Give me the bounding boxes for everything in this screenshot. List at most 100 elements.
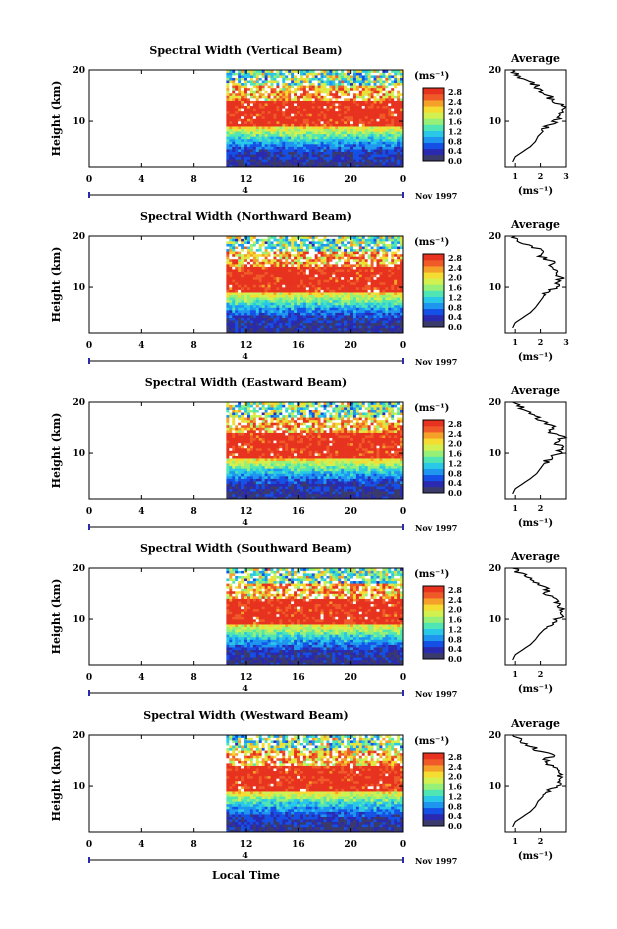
heatmap-cell [323,327,327,331]
heatmap-cell [255,113,260,117]
heatmap-cell [255,90,260,94]
heatmap-cell [267,108,271,112]
heatmap-cell [232,105,236,109]
heatmap-cell [397,248,401,252]
heatmap-cell [358,297,363,301]
heatmap-cell [341,154,345,158]
heatmap-cell [302,287,307,290]
heatmap-cell [329,113,333,117]
heatmap-cell [367,141,371,145]
heatmap-cell [335,276,339,280]
heatmap-cell [364,266,368,270]
heatmap-cell [276,103,280,107]
heatmap-cell [382,315,386,318]
heatmap-cell [241,253,245,257]
heatmap-cell [276,256,280,260]
heatmap-cell [238,258,242,262]
heatmap-cell [267,136,271,140]
heatmap-cell [241,126,245,130]
heatmap-cell [235,447,239,451]
heatmap-cell [267,87,271,91]
heatmap-cell [338,281,342,285]
heatmap-cell [361,113,366,117]
heatmap-cell [252,154,257,158]
heatmap-cell [394,330,398,334]
heatmap-cell [388,161,392,165]
heatmap-cell [382,123,386,127]
heatmap-cell [373,302,377,306]
colorbar-unit: (ms⁻¹) [414,237,449,248]
heatmap-cell [229,488,233,492]
heatmap-cell [320,271,324,275]
colorbar-swatch [423,308,444,316]
heatmap-cell [294,87,298,91]
heatmap-cell [299,161,304,165]
heatmap-cell [244,430,248,433]
heatmap-cell [270,325,274,329]
heatmap-cell [308,164,313,168]
heatmap-cell [238,146,242,150]
heatmap-cell [373,110,377,114]
heatmap-cell [311,77,315,81]
heatmap-cell [317,146,321,150]
heatmap-cell [308,327,313,331]
heatmap-cell [367,322,371,326]
heatmap-cell [352,95,357,99]
heatmap-cell [244,440,248,444]
heatmap-cell [299,256,304,260]
heatmap-cell [244,159,248,163]
heatmap-cell [238,460,242,464]
heatmap-cell [282,133,286,137]
heatmap-cell [323,136,327,140]
heatmap-cell [232,447,236,451]
heatmap-cell [270,279,274,283]
heatmap-cell [261,297,265,301]
heatmap-cell [361,327,366,331]
heatmap-cell [394,279,398,283]
heatmap-cell [276,113,280,117]
heatmap-cell [273,72,277,76]
heatmap-cell [388,264,392,267]
heatmap-cell [285,258,289,262]
heatmap-cell [367,274,371,278]
heatmap-cell [379,144,383,147]
heatmap-cell [258,287,262,290]
heatmap-cell [279,70,283,73]
heatmap-cell [226,287,230,290]
heatmap-cell [385,299,389,303]
heatmap-cell [267,82,271,86]
heatmap-cell [229,138,233,142]
heatmap-cell [338,161,342,165]
heatmap-cell [391,264,395,267]
heatmap-cell [249,113,254,117]
heatmap-cell [361,110,366,114]
heatmap-cell [241,105,245,109]
heatmap-cell [347,156,351,160]
heatmap-cell [308,85,313,89]
heatmap-cell [232,294,236,298]
heatmap-cell [388,144,392,147]
heatmap-cell [244,126,248,130]
heatmap-cell [273,294,277,298]
heatmap-cell [391,133,395,137]
heatmap-cell [308,330,313,334]
heatmap-cell [232,312,236,316]
heatmap-cell [391,82,395,86]
heatmap-cell [229,271,233,275]
heatmap-cell [249,90,254,94]
heatmap-cell [246,100,251,104]
heatmap-cell [235,149,239,152]
heatmap-cell [355,138,360,142]
heatmap-cell [299,154,304,158]
colorbar-tick-label: 1.2 [448,126,462,136]
heatmap-cell [232,455,236,459]
heatmap-cell [299,315,304,318]
heatmap-cell [314,287,318,290]
heatmap-cell [238,77,242,81]
heatmap-cell [279,121,283,124]
heatmap-cell [249,317,254,321]
heatmap-cell [364,108,368,112]
heatmap-cell [361,90,366,94]
heatmap-cell [385,289,389,293]
heatmap-cell [238,478,242,482]
